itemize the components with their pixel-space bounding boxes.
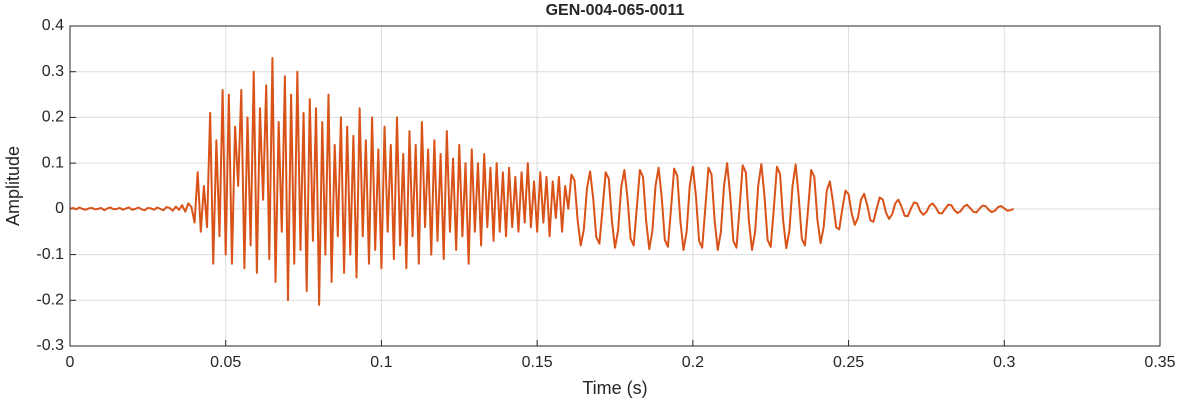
x-tick-label: 0.05 — [210, 354, 241, 371]
y-tick-label: 0.1 — [42, 154, 64, 171]
y-tick-label: -0.2 — [36, 292, 64, 309]
x-axis-label: Time (s) — [582, 378, 647, 398]
plot-area — [69, 57, 1015, 306]
y-axis-label: Amplitude — [3, 146, 23, 226]
axes-box — [69, 25, 1161, 347]
y-tick-label: -0.3 — [36, 337, 64, 354]
x-tick-label: 0 — [66, 354, 75, 371]
y-tick-label: -0.1 — [36, 246, 64, 263]
y-tick-label: 0.2 — [42, 109, 64, 126]
x-tick-label: 0.2 — [682, 354, 704, 371]
x-tick-label: 0.1 — [370, 354, 392, 371]
y-tick-label: 0 — [55, 200, 64, 217]
x-tick-label: 0.35 — [1144, 354, 1175, 371]
signal-line — [69, 57, 1015, 306]
y-tick-label: 0.3 — [42, 63, 64, 80]
y-tick-label: 0.4 — [42, 17, 64, 34]
chart-title: GEN-004-065-0011 — [546, 2, 685, 19]
x-tick-label: 0.15 — [522, 354, 553, 371]
x-tick-label: 0.3 — [993, 354, 1015, 371]
x-tick-label: 0.25 — [833, 354, 864, 371]
